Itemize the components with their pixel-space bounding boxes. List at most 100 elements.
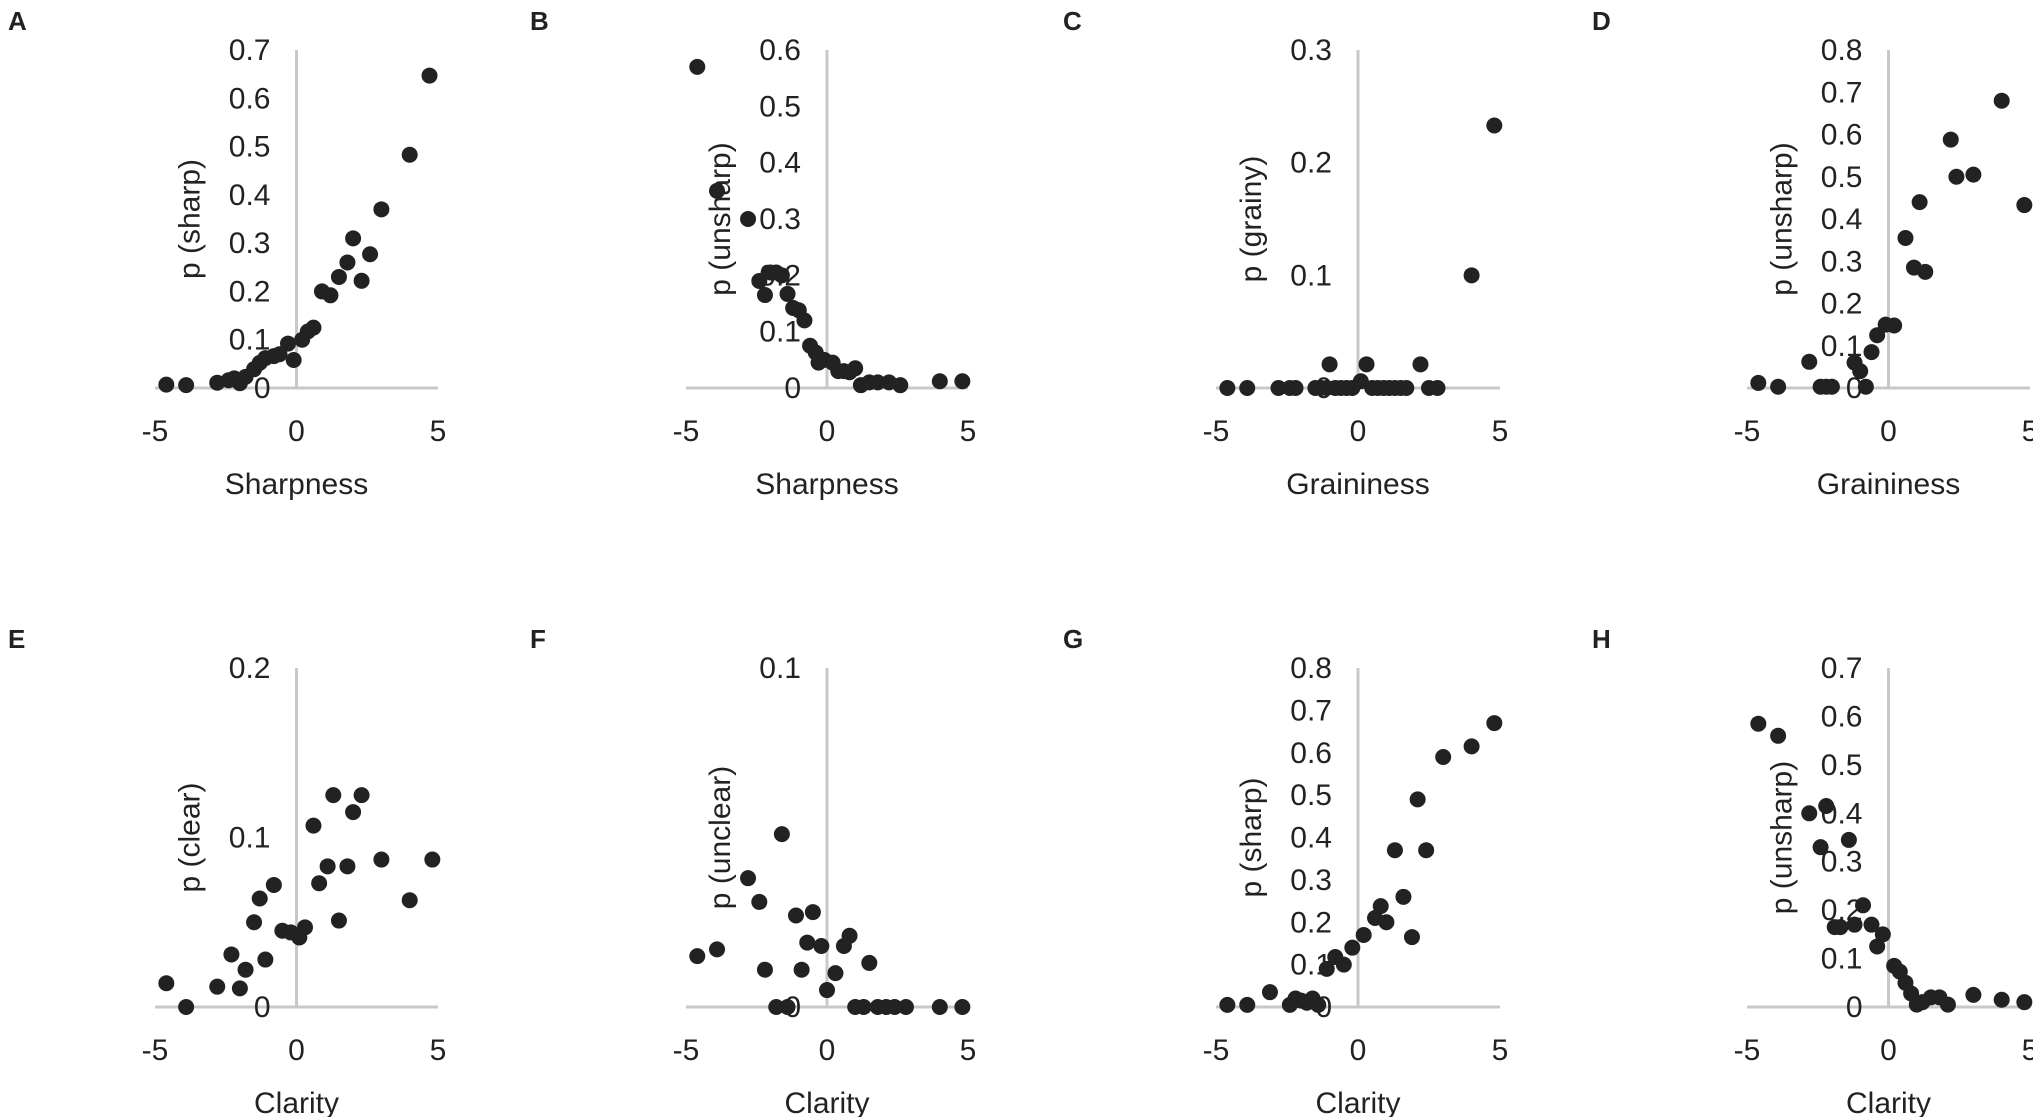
data-point-g bbox=[1418, 842, 1435, 859]
data-point-f bbox=[756, 961, 773, 978]
data-point-b bbox=[756, 287, 773, 304]
data-point-b bbox=[709, 182, 726, 199]
panel-letter-f: F bbox=[530, 624, 546, 654]
data-point-b bbox=[796, 312, 813, 329]
data-point-b bbox=[779, 285, 796, 302]
data-point-f bbox=[861, 954, 878, 971]
y-tick-label-a: 0 bbox=[254, 372, 271, 405]
y-tick-label-b: 0 bbox=[784, 372, 801, 405]
data-point-f bbox=[886, 999, 903, 1015]
x-tick-label-d: 5 bbox=[2022, 415, 2033, 448]
x-axis-title-e: Clarity bbox=[254, 1087, 339, 1117]
data-point-d bbox=[1993, 92, 2010, 109]
y-tick-label-a: 0.6 bbox=[229, 82, 271, 115]
data-point-f bbox=[751, 893, 768, 910]
data-point-e bbox=[178, 999, 195, 1015]
data-point-c bbox=[1270, 380, 1287, 396]
data-point-f bbox=[897, 999, 914, 1015]
x-tick-label-b: -5 bbox=[673, 415, 700, 448]
data-point-a bbox=[280, 335, 297, 352]
data-point-e bbox=[305, 817, 322, 834]
data-point-g bbox=[1335, 956, 1352, 973]
y-tick-label-c: 0.1 bbox=[1290, 259, 1332, 292]
y-tick-label-g: 0.3 bbox=[1290, 864, 1332, 897]
data-point-a bbox=[345, 230, 362, 247]
x-tick-label-h: 5 bbox=[2022, 1034, 2033, 1067]
data-point-d bbox=[1948, 168, 1965, 185]
x-tick-label-a: 0 bbox=[288, 415, 305, 448]
data-point-f bbox=[787, 907, 804, 924]
panel-letter-c: C bbox=[1063, 6, 1082, 36]
data-point-h bbox=[1840, 831, 1857, 848]
y-tick-label-d: 0.4 bbox=[1821, 203, 1863, 236]
data-point-b bbox=[773, 267, 790, 284]
data-point-e bbox=[319, 858, 336, 875]
data-point-d bbox=[1897, 230, 1914, 247]
y-axis-title-a: p (sharp) bbox=[174, 159, 207, 279]
data-point-a bbox=[305, 319, 322, 336]
data-point-a bbox=[401, 146, 418, 163]
data-point-h bbox=[1863, 916, 1880, 933]
data-point-d bbox=[1852, 363, 1869, 380]
y-tick-label-g: 0.6 bbox=[1290, 737, 1332, 770]
panel-letter-b: B bbox=[530, 6, 549, 36]
data-point-h bbox=[1818, 798, 1835, 815]
x-tick-label-c: 5 bbox=[1492, 415, 1509, 448]
data-point-b bbox=[931, 373, 948, 390]
data-point-g bbox=[1435, 748, 1452, 765]
y-tick-label-e: 0 bbox=[254, 991, 271, 1024]
data-point-e bbox=[223, 946, 240, 963]
data-point-c bbox=[1398, 380, 1415, 396]
y-axis-title-e: p (clear) bbox=[174, 782, 207, 892]
data-point-e bbox=[251, 890, 268, 907]
x-tick-label-f: -5 bbox=[673, 1034, 700, 1067]
data-point-d bbox=[1863, 344, 1880, 361]
data-point-g bbox=[1403, 929, 1420, 946]
data-point-e bbox=[345, 804, 362, 821]
data-point-g bbox=[1355, 926, 1372, 943]
data-point-f bbox=[931, 999, 948, 1015]
data-point-e bbox=[325, 787, 342, 804]
data-point-h bbox=[1801, 805, 1818, 822]
y-tick-label-g: 0.7 bbox=[1290, 694, 1332, 727]
data-point-a bbox=[285, 351, 302, 368]
data-point-e bbox=[231, 980, 248, 997]
data-point-c bbox=[1219, 380, 1236, 396]
y-tick-label-a: 0.7 bbox=[229, 34, 271, 67]
data-point-c bbox=[1429, 380, 1446, 396]
data-point-a bbox=[362, 246, 379, 263]
data-point-a bbox=[178, 377, 195, 394]
y-tick-label-h: 0.3 bbox=[1821, 846, 1863, 879]
y-tick-label-d: 0.8 bbox=[1821, 34, 1863, 67]
data-point-a bbox=[322, 287, 339, 304]
data-point-d bbox=[1911, 194, 1928, 211]
data-point-g bbox=[1310, 996, 1327, 1013]
y-tick-label-a: 0.5 bbox=[229, 131, 271, 164]
y-tick-label-d: 0.2 bbox=[1821, 288, 1863, 321]
data-point-b bbox=[847, 360, 864, 377]
data-point-e bbox=[257, 951, 274, 968]
data-point-d bbox=[1770, 378, 1787, 395]
x-axis-title-d: Graininess bbox=[1817, 468, 1960, 501]
x-tick-label-e: 5 bbox=[430, 1034, 447, 1067]
x-tick-label-h: 0 bbox=[1880, 1034, 1897, 1067]
data-point-d bbox=[1857, 378, 1874, 395]
data-point-h bbox=[1993, 991, 2010, 1008]
x-axis-title-c: Graininess bbox=[1286, 468, 1429, 501]
data-point-h bbox=[1874, 926, 1891, 943]
data-point-h bbox=[1965, 986, 1982, 1003]
data-point-g bbox=[1463, 738, 1480, 755]
data-point-e bbox=[296, 919, 313, 936]
y-tick-label-h: 0.1 bbox=[1821, 943, 1863, 976]
y-tick-label-d: 0.3 bbox=[1821, 245, 1863, 278]
y-tick-label-h: 0.5 bbox=[1821, 749, 1863, 782]
y-tick-label-h: 0.6 bbox=[1821, 700, 1863, 733]
data-point-g bbox=[1239, 996, 1256, 1013]
data-point-a bbox=[421, 67, 438, 84]
x-tick-label-g: 5 bbox=[1492, 1034, 1509, 1067]
data-point-d bbox=[1942, 131, 1959, 148]
x-tick-label-g: 0 bbox=[1350, 1034, 1367, 1067]
data-point-c bbox=[1321, 356, 1338, 373]
data-point-g bbox=[1378, 914, 1395, 931]
